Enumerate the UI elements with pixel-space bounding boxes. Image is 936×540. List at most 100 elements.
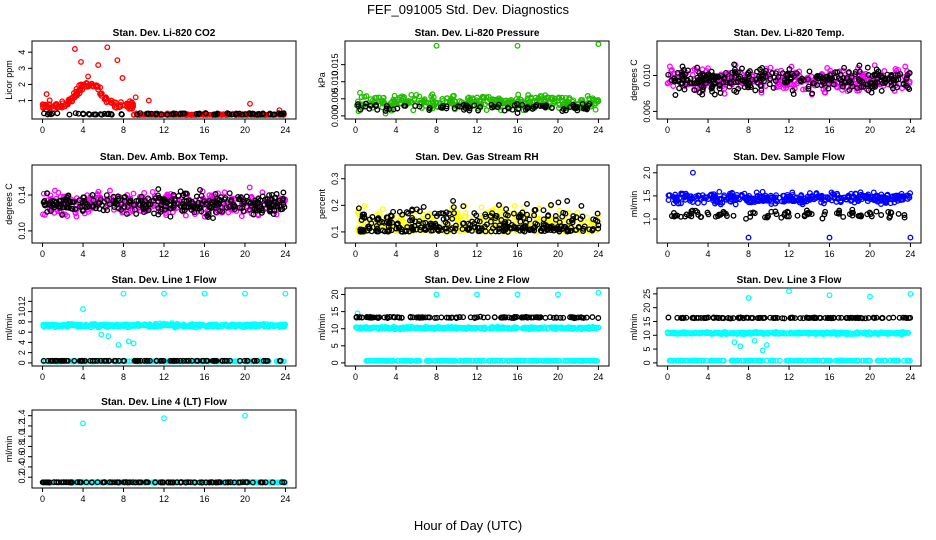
data-point <box>115 195 122 202</box>
panel-title: Stan. Dev. Li-820 Pressure <box>415 28 540 39</box>
x-tick-label: 24 <box>593 372 603 382</box>
data-point <box>76 357 83 364</box>
y-tick-label: 2 <box>17 82 27 87</box>
data-point <box>586 226 593 233</box>
x-tick-label: 24 <box>905 372 915 382</box>
data-point <box>366 223 373 230</box>
data-point <box>831 74 838 81</box>
data-point <box>361 203 368 210</box>
x-tick-label: 16 <box>199 372 209 382</box>
data-point <box>195 199 202 206</box>
data-point <box>781 198 788 205</box>
data-point <box>514 42 521 49</box>
data-point <box>530 357 537 364</box>
data-point <box>363 324 370 330</box>
data-point <box>520 224 527 230</box>
y-axis-label: ml/min <box>4 314 14 341</box>
data-point <box>121 194 128 201</box>
data-point <box>806 190 813 197</box>
data-point <box>574 325 581 332</box>
data-point <box>497 107 504 114</box>
data-point <box>363 100 369 107</box>
data-point <box>789 87 796 94</box>
data-point <box>124 321 131 328</box>
x-tick-label: 24 <box>280 249 290 259</box>
data-point <box>520 214 527 221</box>
data-point <box>540 207 547 214</box>
data-point <box>856 62 863 69</box>
data-point <box>492 215 499 222</box>
data-point <box>579 101 586 107</box>
data-point <box>421 226 428 233</box>
data-point <box>455 216 462 223</box>
data-point <box>221 196 228 203</box>
data-point <box>388 227 395 234</box>
y-tick-label: 2.0 <box>642 166 652 179</box>
data-point <box>676 85 683 92</box>
data-point <box>497 209 504 215</box>
data-point <box>705 65 711 72</box>
data-point <box>894 84 901 91</box>
data-point <box>232 203 239 210</box>
data-point <box>390 314 397 320</box>
data-point <box>898 196 905 203</box>
data-point <box>188 198 195 205</box>
data-point <box>465 226 472 233</box>
data-point <box>548 202 554 208</box>
data-point <box>384 315 391 322</box>
data-point <box>157 208 164 215</box>
panel-title: Stan. Dev. Gas Stream RH <box>415 152 538 163</box>
data-point <box>358 325 365 332</box>
data-point <box>474 225 481 231</box>
data-point <box>420 211 426 218</box>
data-point <box>569 357 576 364</box>
data-point <box>266 206 273 213</box>
data-point <box>531 227 538 234</box>
data-point <box>574 104 581 110</box>
data-point <box>71 357 78 364</box>
data-point <box>432 357 439 364</box>
data-point <box>805 85 812 92</box>
data-point <box>226 190 233 197</box>
y-tick-label: 15 <box>642 316 652 326</box>
data-point <box>732 70 739 77</box>
x-tick-label: 8 <box>746 372 751 382</box>
data-point <box>682 190 689 197</box>
data-point <box>873 192 880 199</box>
data-point <box>565 324 572 331</box>
data-point <box>782 210 788 217</box>
data-point <box>578 314 585 321</box>
data-point <box>171 197 178 204</box>
data-point <box>168 197 175 204</box>
data-point <box>668 67 675 73</box>
data-point <box>672 198 679 205</box>
data-point <box>519 101 526 108</box>
x-tick-label: 0 <box>353 249 358 259</box>
x-tick-label: 0 <box>665 249 670 259</box>
data-point <box>731 87 738 94</box>
data-point <box>595 225 602 232</box>
data-point <box>864 64 871 71</box>
data-point <box>849 206 856 213</box>
data-point <box>183 204 190 210</box>
y-tick-label: 8 <box>17 319 27 324</box>
data-point <box>477 325 483 331</box>
data-point <box>113 322 120 329</box>
y-tick-label: 6 <box>17 330 27 335</box>
panel-title: Stan. Dev. Sample Flow <box>733 152 845 163</box>
data-point <box>223 323 230 330</box>
data-point <box>205 322 212 329</box>
data-point <box>211 357 217 364</box>
data-point <box>250 211 257 218</box>
data-point <box>594 218 601 225</box>
data-point <box>709 84 715 90</box>
x-tick-label: 0 <box>665 125 670 135</box>
data-point <box>468 324 474 331</box>
data-point <box>425 357 432 364</box>
data-point <box>570 216 577 222</box>
data-point <box>479 357 486 364</box>
data-point <box>89 322 96 328</box>
data-point <box>103 192 110 199</box>
